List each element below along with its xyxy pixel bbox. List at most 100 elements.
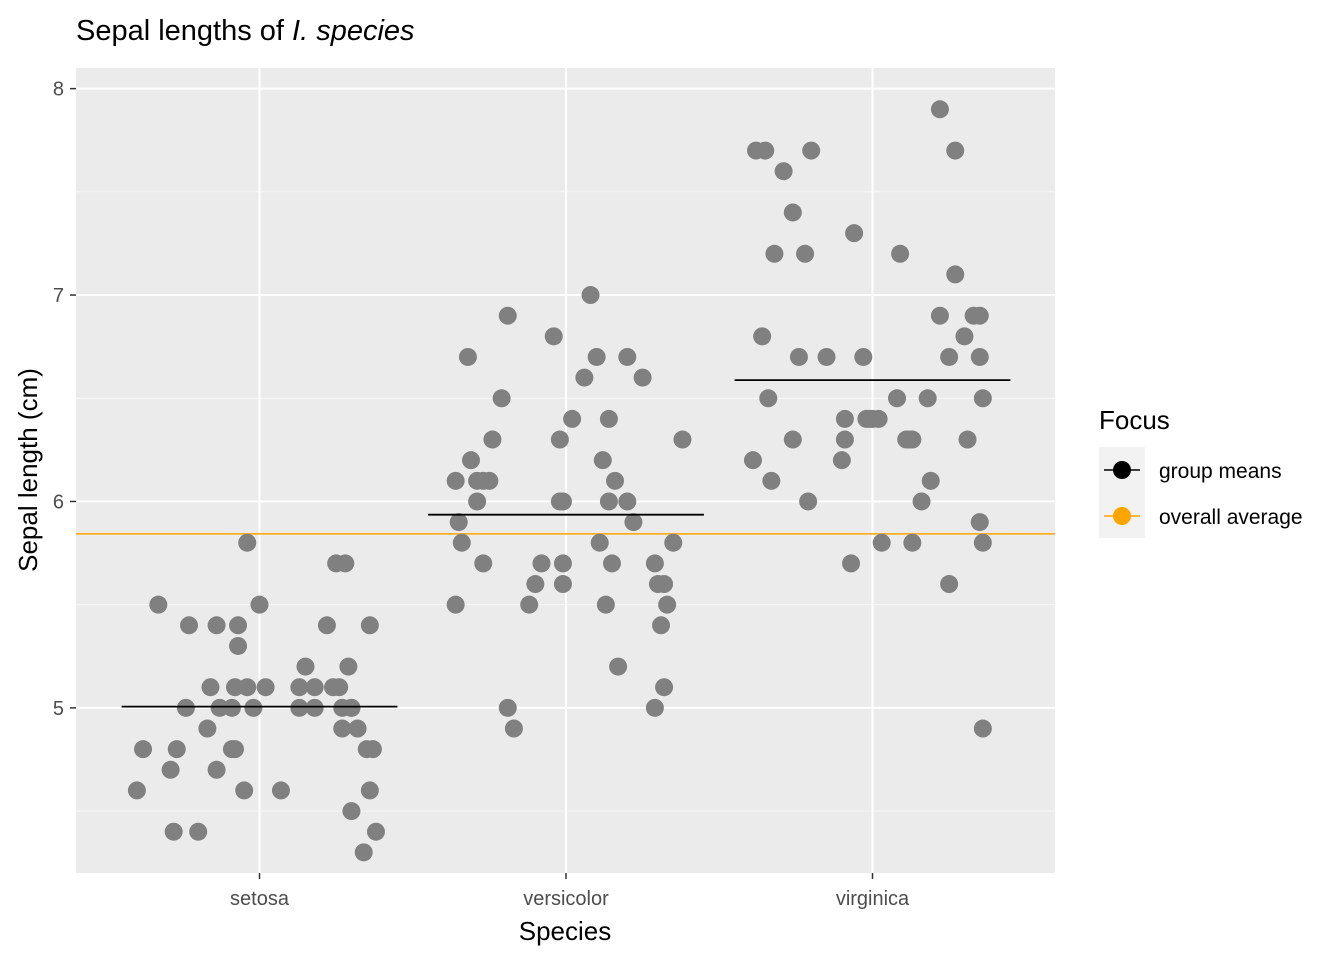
data-point xyxy=(832,451,851,470)
data-point xyxy=(250,595,269,614)
data-point xyxy=(854,347,873,366)
data-point xyxy=(599,409,618,428)
data-point xyxy=(342,698,361,717)
x-tick-label: setosa xyxy=(230,888,290,910)
data-point xyxy=(918,389,937,408)
data-point xyxy=(762,471,781,490)
data-point xyxy=(940,347,959,366)
data-point xyxy=(290,698,309,717)
data-point xyxy=(235,781,254,800)
data-point xyxy=(553,492,572,511)
data-point xyxy=(167,740,186,759)
data-point xyxy=(796,244,815,263)
data-point xyxy=(575,368,594,387)
data-point xyxy=(587,347,606,366)
data-point xyxy=(238,533,257,552)
data-point xyxy=(869,409,888,428)
data-point xyxy=(973,533,992,552)
data-point xyxy=(229,616,248,635)
data-point xyxy=(238,678,257,697)
data-point xyxy=(339,657,358,676)
data-point xyxy=(645,554,664,573)
data-point xyxy=(888,389,907,408)
data-point xyxy=(799,492,818,511)
data-point xyxy=(446,471,465,490)
data-points xyxy=(127,100,992,862)
y-tick-label: 7 xyxy=(53,285,64,307)
grid-lines xyxy=(76,68,1055,873)
data-point xyxy=(363,740,382,759)
data-point xyxy=(305,678,324,697)
data-point xyxy=(903,533,922,552)
data-point xyxy=(366,822,385,841)
data-point xyxy=(225,740,244,759)
legend-label: overall average xyxy=(1159,506,1303,529)
data-point xyxy=(581,286,600,305)
data-point xyxy=(492,389,511,408)
legend-key-point xyxy=(1113,461,1131,479)
data-point xyxy=(180,616,199,635)
data-point xyxy=(835,409,854,428)
data-point xyxy=(164,822,183,841)
data-point xyxy=(305,698,324,717)
data-point xyxy=(658,595,677,614)
data-point xyxy=(149,595,168,614)
x-tick-label: versicolor xyxy=(523,888,609,910)
data-point xyxy=(759,389,778,408)
data-point xyxy=(842,554,861,573)
data-point xyxy=(930,306,949,325)
data-point xyxy=(189,822,208,841)
data-point xyxy=(973,719,992,738)
data-point xyxy=(317,616,336,635)
data-point xyxy=(244,698,263,717)
legend: Focus group means overall average xyxy=(1099,405,1303,538)
data-point xyxy=(958,430,977,449)
data-point xyxy=(655,575,674,594)
data-point xyxy=(360,781,379,800)
data-point xyxy=(553,554,572,573)
data-point xyxy=(348,719,367,738)
data-point xyxy=(817,347,836,366)
data-point xyxy=(342,802,361,821)
data-point xyxy=(468,471,487,490)
data-point xyxy=(596,595,615,614)
data-point xyxy=(872,533,891,552)
data-point xyxy=(532,554,551,573)
chart-title: Sepal lengths of I. species xyxy=(76,15,415,47)
data-point xyxy=(229,636,248,655)
data-point xyxy=(474,554,493,573)
data-point xyxy=(354,843,373,862)
data-point xyxy=(783,203,802,222)
group-means-layer xyxy=(121,379,1011,708)
x-axis: setosa versicolor virginica xyxy=(230,873,910,910)
data-point xyxy=(835,430,854,449)
data-point xyxy=(743,451,762,470)
data-point xyxy=(333,719,352,738)
data-point xyxy=(756,141,775,160)
data-point xyxy=(553,575,572,594)
data-point xyxy=(176,698,195,717)
data-point xyxy=(461,451,480,470)
legend-key-point xyxy=(1113,507,1131,525)
data-point xyxy=(222,698,241,717)
data-point xyxy=(520,595,539,614)
data-point xyxy=(753,327,772,346)
data-point xyxy=(550,430,569,449)
data-point xyxy=(201,678,220,697)
x-axis-title: Species xyxy=(519,916,612,946)
data-point xyxy=(970,306,989,325)
data-point xyxy=(970,513,989,532)
data-point xyxy=(468,492,487,511)
data-point xyxy=(664,533,683,552)
data-point xyxy=(296,657,315,676)
data-point xyxy=(207,760,226,779)
data-point xyxy=(504,719,523,738)
data-point xyxy=(198,719,217,738)
data-point xyxy=(618,347,637,366)
data-point xyxy=(802,141,821,160)
data-point xyxy=(970,347,989,366)
data-point xyxy=(930,100,949,119)
y-tick-label: 6 xyxy=(53,491,64,513)
data-point xyxy=(624,513,643,532)
